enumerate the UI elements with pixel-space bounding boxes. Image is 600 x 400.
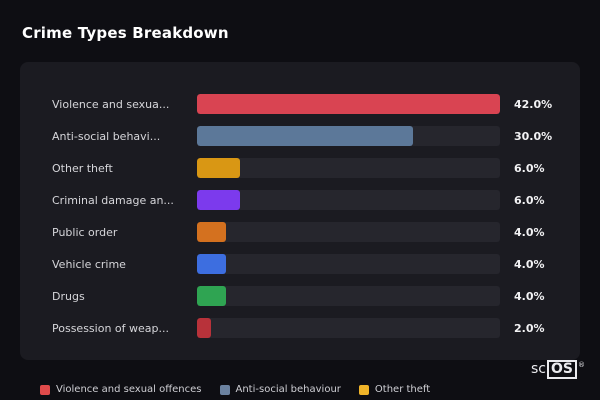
bar-row: Violence and sexua... 42.0% <box>52 88 556 120</box>
bar[interactable] <box>197 190 241 210</box>
scos-logo: sc OS ® <box>531 359 585 379</box>
bar-track <box>197 222 500 242</box>
bar[interactable] <box>197 318 212 338</box>
bar-label: Possession of weap... <box>52 321 169 335</box>
bar[interactable] <box>197 254 226 274</box>
legend-item[interactable]: Violence and sexual offences <box>40 384 202 395</box>
bar[interactable] <box>197 158 241 178</box>
bar-track <box>197 318 500 338</box>
bar-value: 4.0% <box>514 225 545 239</box>
bar-track <box>197 94 500 114</box>
logo-box: OS <box>547 359 577 379</box>
chart-legend: Violence and sexual offences Anti-social … <box>40 384 430 395</box>
legend-label: Anti-social behaviour <box>235 384 341 395</box>
bar-track <box>197 286 500 306</box>
bar-label: Drugs <box>52 289 85 303</box>
bar-value: 2.0% <box>514 321 545 335</box>
bar[interactable] <box>197 126 414 146</box>
bar[interactable] <box>197 222 226 242</box>
bar-label: Anti-social behavi... <box>52 129 161 143</box>
legend-swatch-icon <box>219 384 230 395</box>
bar-label: Public order <box>52 225 118 239</box>
bar[interactable] <box>197 286 226 306</box>
bar-value: 4.0% <box>514 289 545 303</box>
legend-swatch-icon <box>358 384 369 395</box>
bar-row: Other theft 6.0% <box>52 152 556 184</box>
page-title: Crime Types Breakdown <box>22 24 229 42</box>
bar-row: Public order 4.0% <box>52 216 556 248</box>
legend-label: Other theft <box>374 384 431 395</box>
bar-value: 30.0% <box>514 129 553 143</box>
bar-value: 42.0% <box>514 97 553 111</box>
bar-label: Vehicle crime <box>52 257 126 271</box>
legend-label: Violence and sexual offences <box>56 384 202 395</box>
bar-row: Possession of weap... 2.0% <box>52 312 556 344</box>
legend-item[interactable]: Anti-social behaviour <box>219 384 341 395</box>
logo-registered-icon: ® <box>578 360 585 369</box>
bar[interactable] <box>197 94 500 114</box>
bar-chart: Violence and sexua... 42.0% Anti-social be… <box>52 88 556 344</box>
bar-row: Drugs 4.0% <box>52 280 556 312</box>
legend-item[interactable]: Other theft <box>358 384 431 395</box>
bar-label: Criminal damage an... <box>52 193 174 207</box>
bar-track <box>197 126 500 146</box>
bar-track <box>197 190 500 210</box>
bar-row: Anti-social behavi... 30.0% <box>52 120 556 152</box>
bar-row: Criminal damage an... 6.0% <box>52 184 556 216</box>
bar-value: 6.0% <box>514 193 545 207</box>
bar-label: Other theft <box>52 161 113 175</box>
bar-track <box>197 158 500 178</box>
bar-value: 6.0% <box>514 161 545 175</box>
logo-prefix: sc <box>531 360 547 377</box>
bar-row: Vehicle crime 4.0% <box>52 248 556 280</box>
bar-value: 4.0% <box>514 257 545 271</box>
bar-track <box>197 254 500 274</box>
legend-swatch-icon <box>40 384 50 395</box>
chart-card: Violence and sexua... 42.0% Anti-social be… <box>20 62 580 360</box>
bar-label: Violence and sexua... <box>52 97 170 111</box>
